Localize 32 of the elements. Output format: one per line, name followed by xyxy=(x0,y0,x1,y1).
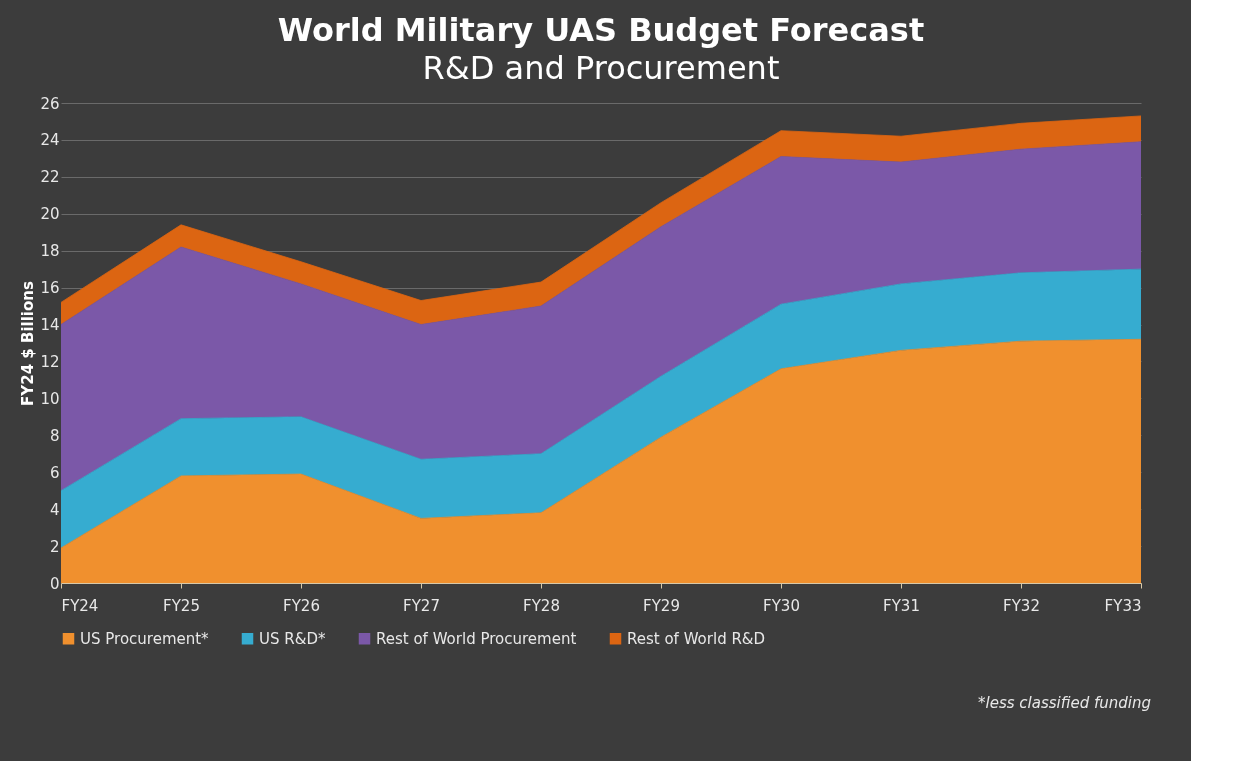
x-tick-label: FY27 xyxy=(403,596,440,615)
y-tick-label: 26 xyxy=(40,94,60,113)
legend-label: Rest of World Procurement xyxy=(376,629,577,648)
legend-label: US Procurement* xyxy=(80,629,210,648)
y-tick-label: 24 xyxy=(40,131,60,150)
x-tick-label: FY24 xyxy=(61,596,99,615)
y-tick-label: 16 xyxy=(40,279,60,298)
y-tick-label: 10 xyxy=(40,389,60,408)
chart-subtitle: R&D and Procurement xyxy=(422,49,780,87)
chart-title: World Military UAS Budget Forecast xyxy=(277,11,925,49)
y-tick-label: 22 xyxy=(40,168,60,187)
text: *less classified funding xyxy=(978,694,1151,712)
x-tick-label: FY28 xyxy=(523,596,560,615)
y-tick-label: 12 xyxy=(40,352,60,371)
legend-label: US R&D* xyxy=(259,629,326,648)
x-tick-label: FY26 xyxy=(283,596,320,615)
x-tick-label: FY32 xyxy=(1003,596,1040,615)
y-tick-label: 8 xyxy=(49,426,60,445)
x-tick-label: FY33 xyxy=(1104,596,1142,615)
x-tick-label: FY31 xyxy=(883,596,920,615)
y-tick-label: 6 xyxy=(49,463,60,482)
y-tick-label: 18 xyxy=(40,242,60,261)
y-tick-label: 14 xyxy=(40,316,60,335)
x-tick-label: FY29 xyxy=(643,596,680,615)
y-tick-label: 0 xyxy=(49,574,60,593)
y-axis-title: FY24 $ Billions xyxy=(19,281,38,406)
y-tick-label: 2 xyxy=(49,537,60,556)
x-tick-label: FY30 xyxy=(763,596,800,615)
legend-label: Rest of World R&D xyxy=(627,629,766,648)
y-tick-label: 4 xyxy=(49,500,60,519)
x-tick-label: FY25 xyxy=(163,596,200,615)
y-tick-label: 20 xyxy=(40,205,60,224)
